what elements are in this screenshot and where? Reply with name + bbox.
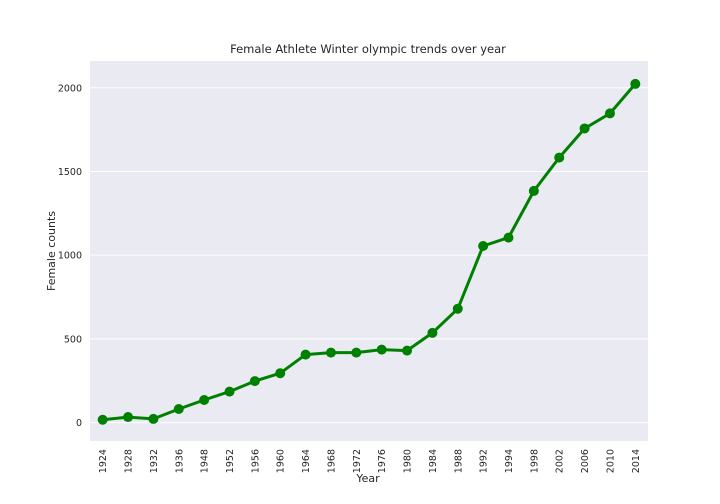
data-point (325, 347, 336, 358)
data-point (503, 232, 514, 243)
data-points (97, 78, 641, 425)
y-tick-label: 1500 (58, 167, 82, 178)
data-point (351, 347, 362, 358)
y-tick-label: 500 (64, 334, 82, 345)
x-axis-ticks: 1924 1928 1932 1936 1948 1952 1956 1960 1964 1968… (98, 449, 642, 473)
x-tick-label: 2014 (631, 449, 642, 473)
x-tick-label: 1992 (479, 449, 490, 473)
series-line (101, 82, 637, 422)
data-point (275, 368, 286, 379)
x-tick-label: 2010 (605, 449, 616, 473)
y-axis-label: Female counts (45, 211, 58, 291)
data-point (630, 78, 641, 89)
x-tick-label: 1980 (403, 449, 414, 473)
data-point (554, 152, 565, 163)
x-tick-label: 2006 (580, 449, 591, 473)
y-tick-label: 0 (76, 418, 82, 429)
x-axis-label: Year (355, 472, 380, 485)
data-point (604, 108, 615, 119)
x-tick-label: 1928 (124, 449, 135, 473)
x-tick-label: 1956 (250, 449, 261, 473)
data-point (224, 386, 235, 397)
plot-area (90, 61, 648, 441)
gridlines (90, 87, 648, 424)
data-point (427, 327, 438, 338)
y-tick-label: 1000 (58, 251, 82, 262)
x-tick-label: 2002 (555, 449, 566, 473)
data-point (579, 123, 590, 134)
x-tick-label: 1960 (276, 449, 287, 473)
data-point (148, 413, 159, 424)
x-tick-label: 1994 (504, 449, 515, 473)
data-point (199, 394, 210, 405)
x-tick-label: 1988 (453, 449, 464, 473)
data-point (173, 404, 184, 415)
x-tick-label: 1924 (98, 449, 109, 473)
data-point (528, 185, 539, 196)
x-tick-label: 1972 (352, 449, 363, 473)
x-tick-label: 1984 (428, 449, 439, 473)
x-tick-label: 1936 (174, 449, 185, 473)
x-tick-label: 1968 (326, 449, 337, 473)
y-axis-ticks: 0 500 1000 1500 2000 (58, 83, 82, 429)
data-point (376, 344, 387, 355)
x-tick-label: 1976 (377, 449, 388, 473)
data-point (402, 345, 413, 356)
x-tick-label: 1952 (225, 449, 236, 473)
data-point (452, 303, 463, 314)
data-point (249, 376, 260, 387)
x-tick-label: 1932 (149, 449, 160, 473)
chart-title: Female Athlete Winter olympic trends ove… (230, 42, 506, 56)
data-point (300, 349, 311, 360)
x-tick-label: 1948 (200, 449, 211, 473)
data-point (123, 412, 134, 423)
y-tick-label: 2000 (58, 83, 82, 94)
data-point (97, 414, 108, 425)
x-tick-label: 1998 (529, 449, 540, 473)
x-tick-label: 1964 (301, 449, 312, 473)
data-point (478, 240, 489, 251)
